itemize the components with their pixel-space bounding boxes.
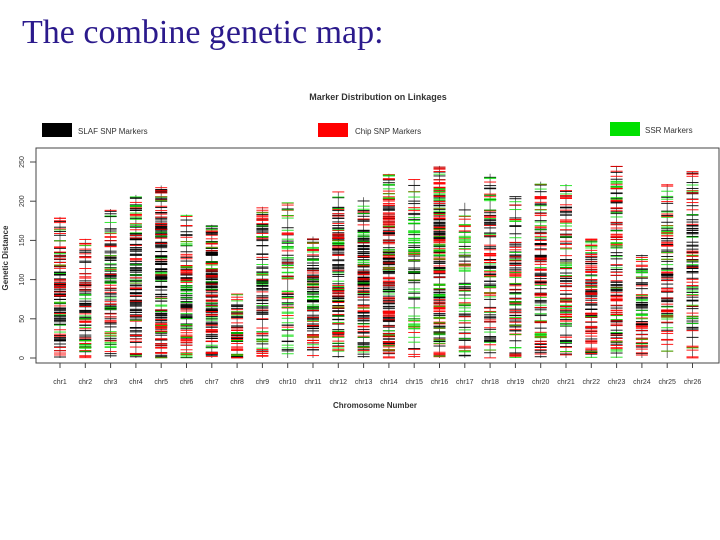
legend-swatch-chip — [318, 123, 348, 137]
marker-distribution-chart: Marker Distribution on Linkages SLAF SNP… — [1, 92, 720, 410]
chromosome-chr15 — [408, 179, 421, 358]
chromosome-chr19 — [509, 196, 522, 358]
chromosome-chr21 — [560, 183, 572, 358]
legend: SLAF SNP Markers Chip SNP Markers SSR Ma… — [42, 122, 693, 137]
chromosome-chr20 — [534, 181, 547, 358]
chromosome-chr12 — [332, 191, 345, 358]
chromosome-chr16 — [433, 165, 446, 358]
x-tick-label: chr6 — [180, 379, 194, 386]
chromosome-chr26 — [686, 171, 699, 359]
y-axis-label: Genetic Distance — [1, 225, 10, 290]
x-axis: chr1 chr2 chr3 chr4 chr5 chr6 chr7 chr8 chr9 chr1… — [53, 363, 701, 386]
x-tick-label: chr8 — [230, 379, 244, 386]
x-tick-label: chr25 — [658, 379, 676, 386]
x-tick-label: chr14 — [380, 379, 398, 386]
x-tick-label: chr2 — [78, 379, 92, 386]
y-tick-label: 100 — [19, 274, 26, 286]
y-tick-label: 200 — [19, 195, 26, 207]
x-tick-label: chr7 — [205, 379, 219, 386]
slide-title: The combine genetic map: — [22, 14, 384, 51]
x-tick-label: chr23 — [608, 379, 626, 386]
x-tick-label: chr21 — [557, 379, 575, 386]
y-tick-label: 150 — [19, 234, 26, 246]
x-tick-label: chr13 — [355, 379, 373, 386]
x-tick-label: chr18 — [481, 379, 499, 386]
legend-swatch-slaf — [42, 123, 72, 137]
x-tick-label: chr26 — [684, 379, 702, 386]
legend-label-chip: Chip SNP Markers — [355, 127, 421, 136]
chromosome-chr9 — [256, 206, 269, 358]
chromosome-chr5 — [155, 185, 168, 359]
chromosome-chr4 — [129, 194, 142, 358]
x-tick-label: chr24 — [633, 379, 651, 386]
chromosome-chr22 — [585, 238, 598, 358]
plot-frame — [35, 147, 720, 364]
chromosome-chr13 — [357, 197, 370, 358]
x-tick-label: chr11 — [305, 379, 322, 386]
y-axis: 0 50 100 150 200 250 — [19, 156, 36, 360]
x-axis-label: Chromosome Number — [333, 401, 417, 410]
chromosome-chr6 — [180, 214, 193, 359]
plot-area — [54, 165, 699, 359]
chromosome-chr25 — [661, 183, 674, 358]
chromosome-chr14 — [382, 173, 395, 359]
chromosome-chr11 — [307, 236, 319, 358]
x-tick-label: chr19 — [507, 379, 525, 386]
chromosome-chr18 — [484, 173, 497, 359]
chart-title: Marker Distribution on Linkages — [309, 92, 447, 102]
chromosome-chr10 — [281, 202, 294, 358]
x-tick-label: chr17 — [456, 379, 474, 386]
x-tick-label: chr22 — [583, 379, 601, 386]
chromosome-chr3 — [104, 209, 117, 358]
legend-label-slaf: SLAF SNP Markers — [78, 127, 148, 136]
chromosome-chr24 — [635, 254, 648, 358]
chromosome-chr2 — [79, 238, 92, 359]
x-tick-label: chr1 — [53, 379, 67, 386]
x-tick-label: chr9 — [256, 379, 270, 386]
x-tick-label: chr20 — [532, 379, 550, 386]
y-tick-label: 0 — [19, 356, 26, 360]
legend-label-ssr: SSR Markers — [645, 126, 693, 135]
chromosome-chr7 — [205, 224, 218, 358]
x-tick-label: chr16 — [431, 379, 449, 386]
x-tick-label: chr12 — [330, 379, 348, 386]
chromosome-chr17 — [458, 202, 471, 358]
x-tick-label: chr5 — [154, 379, 168, 386]
chromosome-chr23 — [610, 165, 623, 358]
x-tick-label: chr4 — [129, 379, 143, 386]
chromosome-chr1 — [54, 216, 66, 358]
chromosome-chr8 — [231, 293, 244, 359]
y-tick-label: 250 — [19, 156, 26, 168]
x-tick-label: chr15 — [405, 379, 423, 386]
x-tick-label: chr3 — [104, 379, 118, 386]
legend-swatch-ssr — [610, 122, 640, 136]
y-tick-label: 50 — [19, 315, 26, 323]
x-tick-label: chr10 — [279, 379, 297, 386]
